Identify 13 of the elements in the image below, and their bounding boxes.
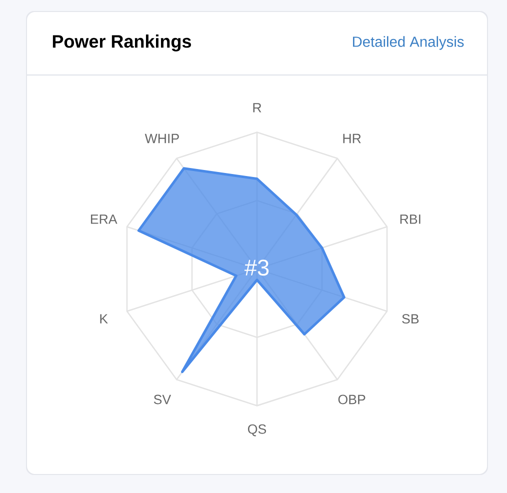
spoke-label: SB bbox=[402, 314, 419, 324]
spoke-label: SV bbox=[154, 394, 172, 404]
spoke-label: ERA bbox=[90, 214, 118, 224]
text: #3 bbox=[244, 260, 269, 276]
spoke-label: RBI bbox=[400, 214, 420, 224]
spoke-label: K bbox=[100, 314, 108, 324]
spoke-label: QS bbox=[248, 424, 266, 436]
spoke-label: OBP bbox=[338, 394, 366, 404]
chart-title: Power Rankings bbox=[52, 34, 192, 52]
spoke-label: WHIP bbox=[144, 134, 179, 144]
spoke-label: R bbox=[253, 103, 262, 112]
text: Detailed Analysis bbox=[353, 36, 464, 50]
spoke-label: HR bbox=[343, 134, 361, 144]
